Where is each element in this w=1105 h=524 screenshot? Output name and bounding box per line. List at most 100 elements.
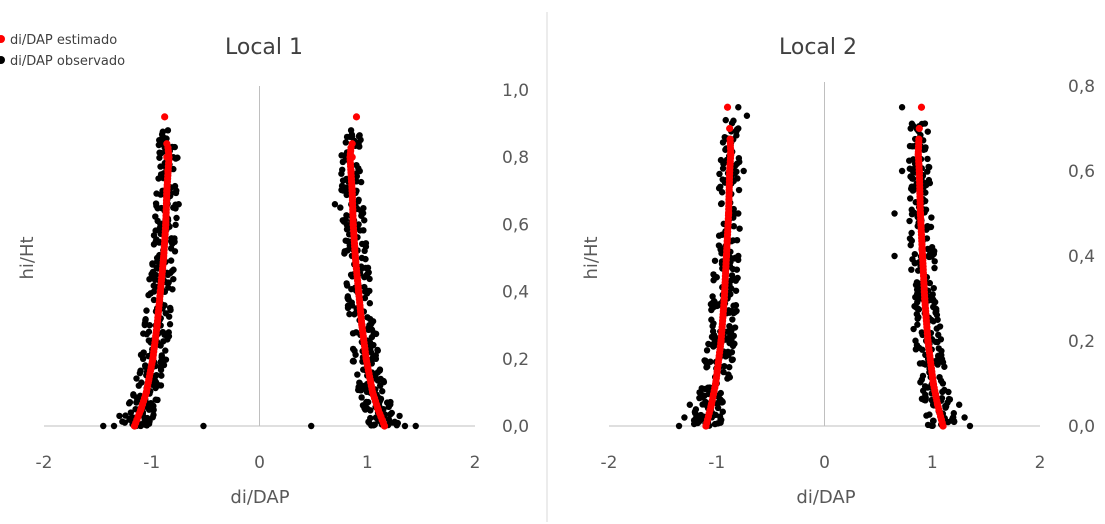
observado-point [716, 170, 723, 178]
estimado-point [939, 422, 947, 430]
observado-point [157, 366, 165, 374]
observado-point [713, 274, 720, 281]
observado-point [158, 352, 165, 359]
observado-point [924, 168, 931, 175]
observado-point [735, 125, 742, 132]
observado-point [719, 398, 726, 406]
observado-point [351, 311, 358, 318]
estimado-point [722, 252, 731, 260]
observado-point [729, 356, 736, 363]
legend-label-estimado: di/DAP estimado [10, 33, 117, 48]
observado-point [339, 158, 347, 166]
observado-point [153, 254, 161, 262]
y-tick-label: 0,0 [1068, 417, 1095, 437]
observado-point [909, 256, 916, 263]
observado-point [374, 377, 382, 384]
observado-point [147, 400, 155, 407]
estimado-point [142, 388, 150, 396]
observado-point [907, 125, 914, 132]
observado-point [127, 416, 134, 423]
observado-point [370, 422, 377, 429]
observado-point [934, 338, 941, 346]
observado-point [159, 328, 167, 336]
observado-point [121, 419, 129, 426]
observado-point [939, 388, 946, 396]
observado-point [142, 363, 149, 371]
observado-point [100, 422, 107, 430]
estimado-point [916, 209, 924, 218]
observado-point [740, 167, 747, 175]
observado-point [908, 210, 916, 218]
observado-point [152, 379, 160, 386]
x-tick-label: 1 [927, 453, 938, 473]
observado-point [366, 322, 373, 329]
observado-point [735, 154, 743, 162]
estimado-point [921, 294, 929, 303]
estimado-point [918, 252, 927, 260]
estimado-point [723, 103, 732, 111]
chart-panel-local-1: Local 1 di/DAP hi/Ht -2 -1 0 1 2 0,0 0,2 0,4 0,6… [17, 35, 529, 508]
observado-point [692, 410, 699, 417]
observado-point [908, 229, 915, 237]
observado-point [343, 282, 351, 289]
observado-point [153, 202, 160, 210]
estimado-point [149, 355, 157, 363]
observado-point [355, 196, 362, 204]
observado-point [891, 252, 898, 260]
observado-point [167, 257, 175, 264]
observado-point [355, 167, 362, 175]
observado-point [146, 275, 153, 283]
observado-point [719, 165, 727, 172]
observado-point [125, 400, 133, 407]
observado-point [156, 149, 163, 156]
observado-point [342, 139, 349, 146]
observado-point [110, 422, 118, 430]
observado-point [714, 420, 721, 427]
observado-point [918, 376, 926, 383]
observado-point [362, 406, 369, 413]
observado-point [675, 422, 683, 430]
observado-point [939, 359, 947, 366]
observado-point [355, 140, 362, 147]
observado-point [374, 369, 382, 376]
observado-point [936, 373, 943, 381]
estimado-point [163, 140, 171, 148]
observado-point [364, 264, 371, 272]
x-tick-label: 0 [254, 453, 265, 473]
observado-point [908, 266, 915, 273]
observado-point [347, 271, 355, 278]
y-tick-label: 1,0 [502, 81, 529, 101]
estimado-point [163, 153, 171, 161]
estimado-point [362, 355, 370, 363]
legend-label-observado: di/DAP observado [10, 54, 125, 69]
observado-point [729, 342, 737, 350]
observado-point [366, 275, 373, 283]
observado-point [928, 214, 935, 221]
observado-point [909, 186, 917, 193]
observado-point [366, 300, 374, 307]
observado-point [338, 170, 345, 177]
observado-point [370, 329, 377, 337]
observado-point [140, 330, 147, 337]
estimado-point [347, 167, 355, 175]
observado-point [942, 404, 949, 411]
observado-point [721, 133, 728, 141]
observado-point [945, 388, 952, 396]
x-tick-label: -1 [708, 453, 725, 473]
observado-point [168, 267, 176, 275]
observado-point [933, 325, 940, 332]
observado-point [339, 177, 347, 184]
observado-point [135, 382, 143, 389]
observado-point [153, 371, 160, 379]
observado-point [145, 416, 152, 423]
observado-point [341, 250, 348, 257]
observado-point [175, 201, 182, 208]
observado-point [150, 232, 158, 239]
observado-point [728, 285, 735, 292]
observado-point [931, 264, 938, 272]
observado-point [146, 322, 153, 329]
estimado-point [915, 124, 923, 133]
observado-point [349, 358, 357, 365]
x-tick-label: 1 [362, 453, 373, 473]
observado-point [170, 204, 177, 211]
